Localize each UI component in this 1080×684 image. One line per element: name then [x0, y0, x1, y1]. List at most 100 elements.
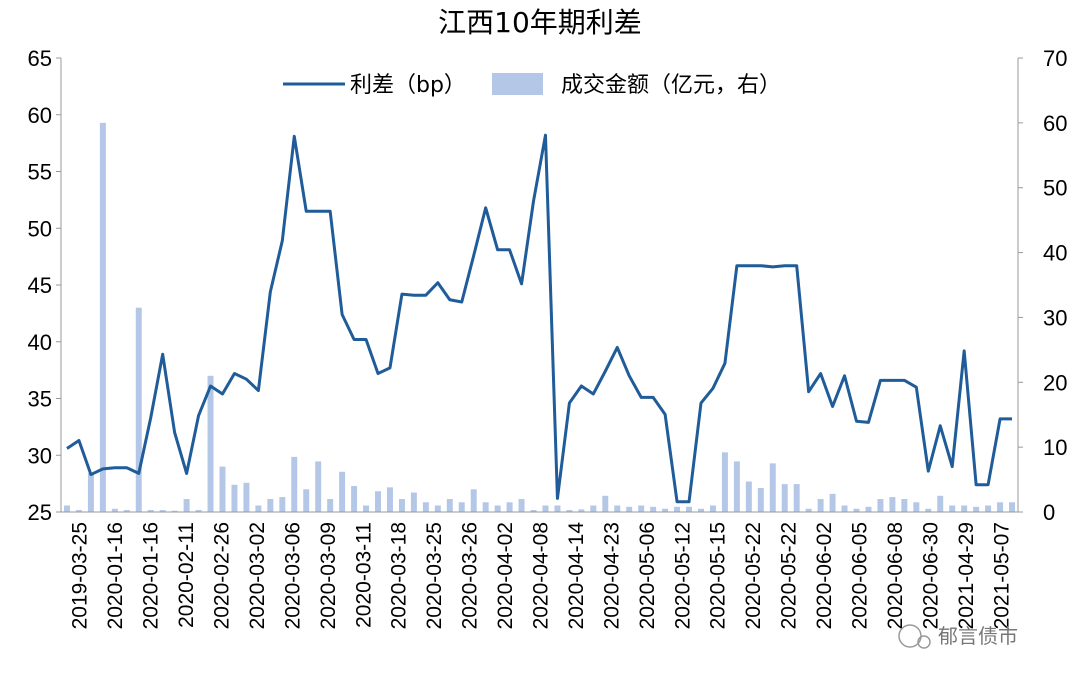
volume-bar	[698, 508, 704, 512]
y-right-tick-label: 70	[1043, 46, 1067, 71]
volume-bar	[877, 499, 884, 512]
volume-bar	[829, 493, 836, 512]
x-tick-label: 2020-03-09	[317, 522, 340, 629]
x-tick-label: 2021-05-07	[990, 522, 1013, 629]
x-tick-label: 2020-02-26	[211, 522, 234, 629]
volume-bar	[303, 489, 310, 512]
x-tick-label: 2020-05-06	[636, 522, 659, 629]
volume-bar	[422, 502, 429, 512]
volume-bar	[626, 506, 633, 512]
volume-bar	[721, 452, 728, 512]
volume-bar	[279, 497, 286, 512]
volume-bar	[733, 461, 740, 512]
volume-bar	[865, 506, 872, 512]
y-right-tick-label: 20	[1043, 370, 1067, 395]
volume-bar	[913, 502, 920, 512]
volume-bar	[171, 510, 178, 512]
volume-bar	[841, 505, 848, 512]
x-tick-label: 2021-04-29	[955, 522, 978, 629]
volume-bar	[566, 510, 573, 512]
x-tick-label: 2020-01-16	[140, 522, 163, 629]
volume-bar	[686, 506, 693, 512]
x-tick-label: 2020-06-30	[919, 522, 942, 629]
volume-bar	[949, 505, 956, 512]
y-left-tick-label: 25	[28, 500, 52, 525]
volume-bar	[339, 471, 346, 512]
volume-bar	[638, 505, 645, 512]
y-left-tick-label: 45	[28, 273, 52, 298]
volume-bar	[853, 508, 860, 512]
volume-bar	[757, 488, 764, 512]
chart-title: 江西10年期利差	[438, 6, 642, 39]
y-left-tick-label: 60	[28, 103, 52, 128]
volume-bar	[662, 508, 669, 512]
volume-bar	[482, 502, 489, 512]
y-left-tick-label: 65	[28, 46, 52, 71]
volume-bar	[327, 499, 334, 512]
volume-bar	[602, 495, 609, 512]
volume-bar	[63, 505, 70, 512]
volume-bar	[87, 473, 94, 512]
y-left-tick-label: 40	[28, 330, 52, 355]
volume-bar	[147, 510, 154, 512]
volume-bar	[889, 497, 896, 512]
volume-bar	[195, 510, 202, 512]
volume-bar	[231, 484, 238, 512]
volume-bar	[937, 495, 944, 512]
volume-bar	[817, 499, 824, 512]
volume-bar	[578, 509, 585, 512]
volume-bar	[243, 482, 250, 512]
volume-bar	[123, 510, 130, 512]
volume-bar	[255, 505, 262, 512]
volume-bar	[446, 499, 453, 512]
volume-bar	[410, 492, 417, 512]
y-left-tick-label: 35	[28, 387, 52, 412]
x-tick-label: 2020-04-02	[494, 522, 517, 629]
watermark-text: 郁言债市	[938, 624, 1018, 648]
volume-bar	[434, 505, 441, 512]
volume-bar	[518, 499, 525, 512]
x-tick-label: 2020-06-08	[884, 522, 907, 629]
y-right-ticks: 0 10 20 30 40 50 60 70	[1018, 46, 1067, 525]
x-tick-label: 2020-03-06	[281, 522, 304, 629]
volume-bar	[315, 461, 322, 512]
volume-bar	[590, 505, 597, 512]
legend-label-volume: 成交金额（亿元，右）	[561, 73, 781, 98]
volume-bar	[398, 499, 405, 512]
x-tick-label: 2020-05-22	[778, 522, 801, 629]
volume-bars	[63, 122, 1016, 513]
volume-bar	[542, 505, 549, 512]
x-tick-label: 2020-04-14	[565, 522, 588, 630]
legend-label-spread: 利差（bp）	[350, 73, 466, 98]
x-tick-label: 2020-05-12	[671, 522, 694, 629]
x-tick-label: 2020-02-11	[175, 522, 198, 628]
volume-bar	[375, 491, 381, 512]
volume-bar	[207, 375, 214, 512]
x-tick-label: 2019-03-25	[69, 522, 92, 629]
volume-bar	[793, 484, 800, 512]
y-right-tick-label: 10	[1043, 435, 1067, 460]
volume-bar	[745, 481, 752, 512]
y-left-tick-label: 55	[28, 160, 52, 185]
volume-bar	[267, 499, 274, 512]
y-right-tick-label: 30	[1043, 305, 1067, 330]
x-tick-label: 2020-05-22	[742, 522, 765, 629]
y-right-tick-label: 50	[1043, 176, 1067, 201]
volume-bar	[650, 506, 657, 512]
volume-bar	[530, 510, 537, 512]
volume-bar	[111, 508, 118, 512]
volume-bar	[351, 486, 358, 512]
x-tick-label: 2020-03-02	[246, 522, 269, 629]
y-left-tick-label: 30	[28, 443, 52, 468]
volume-bar	[781, 484, 788, 512]
y-left-ticks: 25 30 35 40 45 50 55 60 65	[28, 46, 61, 525]
volume-bar	[1009, 502, 1016, 512]
volume-bar	[159, 510, 166, 512]
y-right-tick-label: 60	[1043, 111, 1067, 136]
y-right-tick-label: 40	[1043, 241, 1067, 266]
x-tick-label: 2020-03-18	[388, 522, 411, 629]
x-tick-label: 2020-01-16	[104, 522, 127, 629]
spread-series-line	[66, 133, 1013, 504]
x-tick-label: 2020-06-05	[849, 522, 872, 629]
